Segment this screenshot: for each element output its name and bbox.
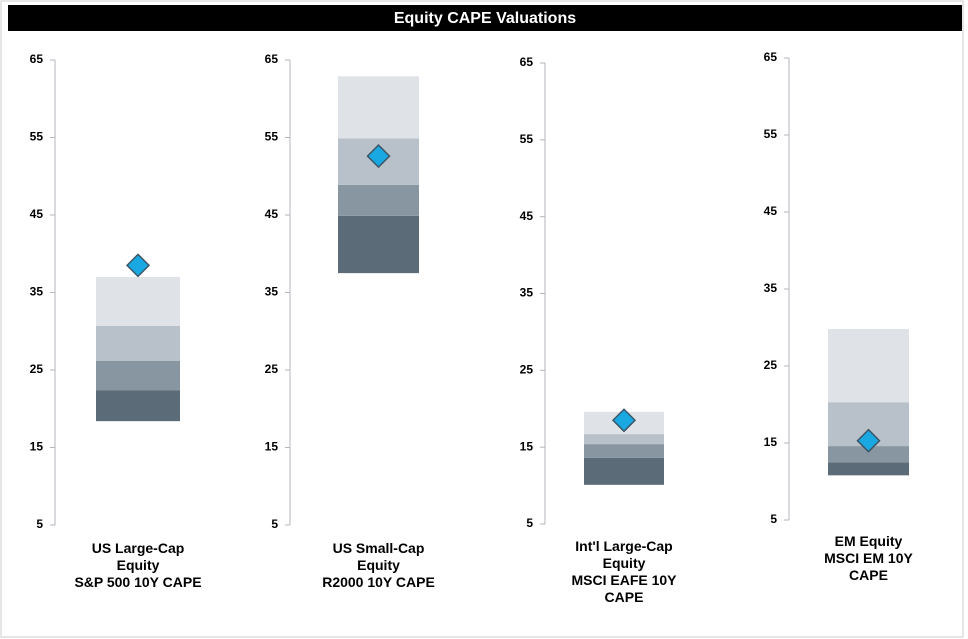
y-tick-label: 5 (770, 512, 777, 526)
bar-segment (96, 390, 180, 422)
bar-segment (338, 215, 419, 274)
y-tick-label: 5 (36, 517, 43, 531)
y-tick-label: 55 (265, 130, 279, 144)
current-marker (856, 428, 881, 453)
y-tick-label: 55 (764, 127, 778, 141)
y-tick-label: 55 (520, 132, 534, 146)
y-tick-label: 45 (520, 209, 534, 223)
y-tick-label: 5 (271, 517, 278, 531)
category-label: US Large-Cap Equity S&P 500 10Y CAPE (74, 540, 202, 590)
y-tick-label: 25 (30, 362, 44, 376)
y-tick-label: 45 (30, 207, 44, 221)
bar-segment (828, 446, 909, 463)
bar-segment (96, 325, 180, 361)
y-tick-label: 15 (764, 435, 778, 449)
bar-segment (584, 444, 664, 458)
category-label: Int'l Large-Cap Equity MSCI EAFE 10Y CAP… (571, 538, 677, 605)
current-marker (611, 408, 637, 433)
y-tick-label: 65 (265, 52, 279, 66)
category-label: US Small-Cap Equity R2000 10Y CAPE (322, 540, 435, 590)
y-tick-label: 35 (30, 285, 44, 299)
y-tick-label: 35 (520, 286, 534, 300)
y-tick-label: 35 (764, 281, 778, 295)
y-tick-label: 65 (764, 50, 778, 64)
y-tick-label: 45 (764, 204, 778, 218)
y-tick-label: 55 (30, 130, 44, 144)
y-tick-label: 65 (520, 55, 534, 69)
bar-segment (584, 434, 664, 445)
current-marker (366, 144, 391, 169)
y-tick-label: 65 (30, 52, 44, 66)
bar-segment (828, 329, 909, 403)
bar-base (338, 273, 419, 564)
category-label: EM Equity MSCI EM 10Y CAPE (824, 533, 913, 583)
y-tick-label: 15 (520, 439, 534, 453)
y-tick-label: 45 (265, 207, 279, 221)
y-tick-label: 25 (764, 358, 778, 372)
y-tick-label: 35 (265, 285, 279, 299)
bar-segment (828, 462, 909, 476)
bar-segment (338, 76, 419, 139)
y-tick-label: 15 (265, 440, 279, 454)
y-tick-label: 25 (520, 363, 534, 377)
current-marker (125, 253, 151, 278)
y-tick-label: 5 (526, 516, 533, 530)
bar-segment (96, 360, 180, 391)
chart-title: Equity CAPE Valuations (394, 10, 576, 27)
y-tick-label: 15 (30, 440, 44, 454)
bar-segment (338, 184, 419, 216)
bar-segment (96, 277, 180, 326)
bar-segment (584, 457, 664, 485)
title-bar (8, 5, 962, 31)
y-tick-label: 25 (265, 362, 279, 376)
